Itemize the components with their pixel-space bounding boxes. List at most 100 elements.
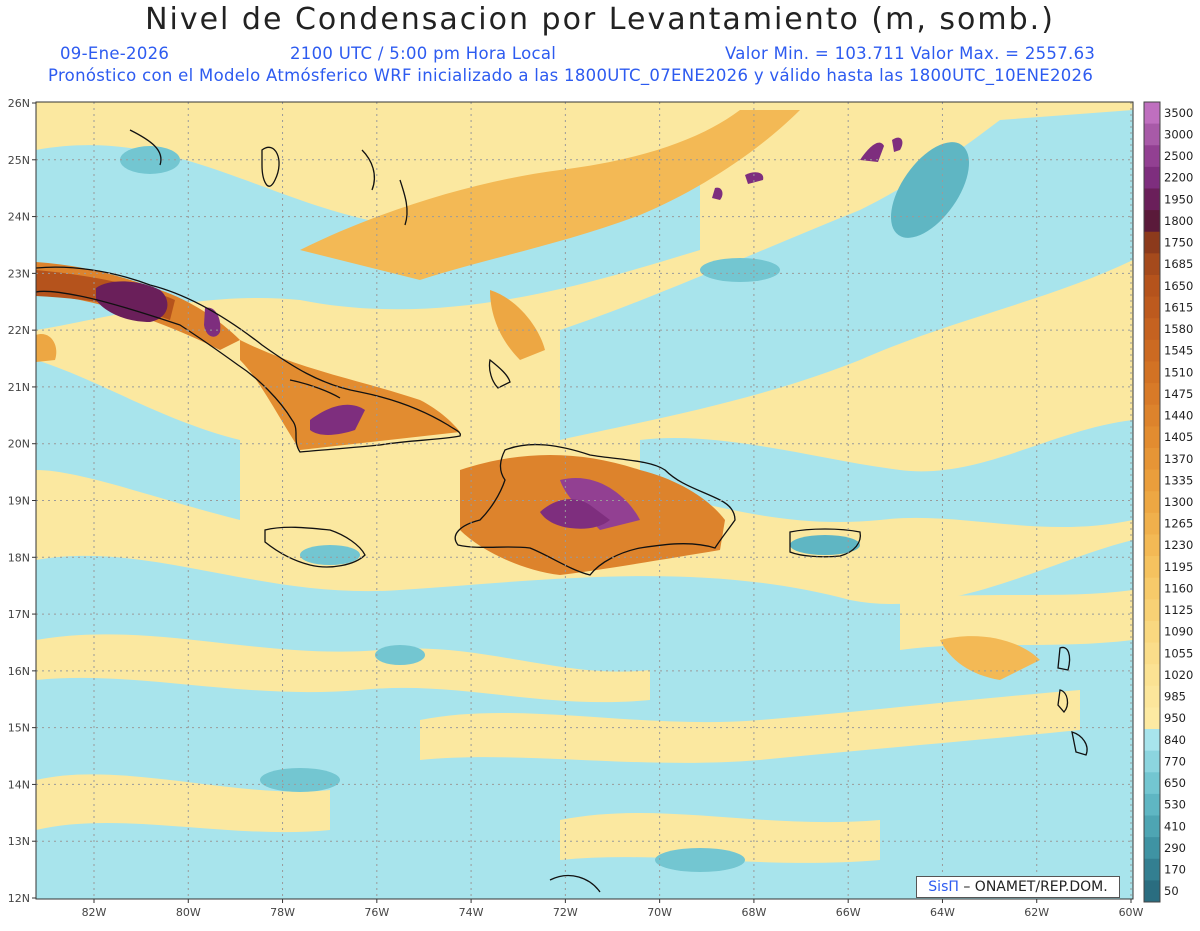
lat-label: 18N [8, 551, 30, 564]
colorbar-label: 1800 [1164, 214, 1193, 228]
colorbar-label: 530 [1164, 798, 1186, 812]
colorbar-label: 1615 [1164, 300, 1193, 314]
lat-label: 17N [8, 608, 30, 621]
colorbar-label: 1195 [1164, 560, 1193, 574]
colorbar-swatch [1144, 858, 1160, 881]
lon-label: 78W [270, 906, 295, 919]
colorbar-swatch [1144, 102, 1160, 125]
colorbar-label: 1475 [1164, 387, 1193, 401]
colorbar-swatch [1144, 599, 1160, 622]
colorbar-label: 1090 [1164, 625, 1193, 639]
colorbar-swatch [1144, 383, 1160, 406]
colorbar-swatch [1144, 210, 1160, 233]
latitude-axis: 26N 25N 24N 23N 22N 21N 20N 19N 18N 17N 16N 15N 14N 1… [8, 97, 36, 905]
lon-label: 64W [930, 906, 955, 919]
colorbar-label: 410 [1164, 819, 1186, 833]
colorbar-label: 1405 [1164, 430, 1193, 444]
lon-label: 66W [836, 906, 861, 919]
colorbar-swatch [1144, 274, 1160, 298]
model-info: Pronóstico con el Modelo Atmósferico WRF… [48, 66, 1094, 85]
colorbar-label: 1160 [1164, 581, 1193, 595]
colorbar-label: 1650 [1164, 279, 1193, 293]
colorbar-label: 290 [1164, 841, 1186, 855]
colorbar-label: 1125 [1164, 603, 1193, 617]
lon-label: 74W [459, 906, 484, 919]
colorbar-swatch [1144, 620, 1160, 644]
colorbar-swatch [1144, 772, 1160, 795]
lon-label: 80W [176, 906, 201, 919]
colorbar-swatch [1144, 664, 1160, 687]
colorbar-label: 1230 [1164, 538, 1193, 552]
colorbar-swatch [1144, 469, 1160, 492]
lat-label: 15N [8, 722, 30, 735]
min-max-values: Valor Min. = 103.711 Valor Max. = 2557.6… [725, 44, 1096, 63]
lat-label: 22N [8, 324, 30, 337]
colorbar-label: 770 [1164, 754, 1186, 768]
sispi-logo: SisΠ [928, 879, 959, 895]
colorbar-label: 170 [1164, 863, 1186, 877]
colorbar-swatch [1144, 145, 1160, 168]
colorbar-swatch [1144, 534, 1160, 557]
colorbar-label: 1685 [1164, 257, 1193, 271]
colorbar-border [1143, 101, 1161, 903]
colorbar-label: 985 [1164, 690, 1186, 704]
forecast-date: 09-Ene-2026 [60, 44, 170, 63]
colorbar-label: 1750 [1164, 236, 1193, 250]
lon-label: 60W [1119, 906, 1144, 919]
colorbar-label: 950 [1164, 711, 1186, 725]
colorbar-label: 1510 [1164, 365, 1193, 379]
forecast-time: 2100 UTC / 5:00 pm Hora Local [290, 44, 557, 63]
colorbar-label: 2500 [1164, 149, 1193, 163]
lon-label: 82W [82, 906, 107, 919]
colorbar-swatch [1144, 837, 1160, 860]
lat-label: 13N [8, 835, 30, 848]
colorbar-swatch [1144, 880, 1160, 903]
colorbar-label: 1440 [1164, 409, 1193, 423]
colorbar-swatch [1144, 318, 1160, 341]
colorbar-swatch [1144, 793, 1160, 817]
lat-label: 23N [8, 267, 30, 280]
colorbar-swatch [1144, 556, 1160, 579]
colorbar-swatch [1144, 253, 1160, 276]
lat-label: 25N [8, 154, 30, 167]
colorbar-swatch [1144, 707, 1160, 730]
colorbar-label: 1265 [1164, 517, 1193, 531]
colorbar-swatch [1144, 361, 1160, 384]
colorbar-label: 2200 [1164, 171, 1193, 185]
colorbar-swatch [1144, 296, 1160, 319]
colorbar-swatch [1144, 188, 1160, 211]
lat-label: 16N [8, 665, 30, 678]
lat-label: 19N [8, 495, 30, 508]
longitude-axis: 82W 80W 78W 76W 74W 72W 70W 68W 66W 64W 62W 60W [82, 899, 1144, 919]
colorbar-label: 1020 [1164, 668, 1193, 682]
lon-label: 70W [647, 906, 672, 919]
colorbar-label: 1055 [1164, 646, 1193, 660]
colorbar-swatch [1144, 231, 1160, 254]
colorbar-swatch [1144, 750, 1160, 773]
lon-label: 76W [364, 906, 389, 919]
colorbar-label: 50 [1164, 884, 1179, 898]
lat-label: 20N [8, 438, 30, 451]
colorbar-label: 1370 [1164, 452, 1193, 466]
lat-label: 14N [8, 778, 30, 791]
colorbar-swatch [1144, 642, 1160, 665]
colorbar-swatch [1144, 815, 1160, 838]
colorbar-swatch [1144, 447, 1160, 471]
colorbar-swatch [1144, 577, 1160, 600]
colorbar-swatch [1144, 729, 1160, 752]
colorbar: 3500 3000 2500 2200 1950 1800 1750 1685 1650 1615… [1143, 101, 1193, 903]
credit-org: – ONAMET/REP.DOM. [963, 879, 1108, 895]
colorbar-swatch [1144, 685, 1160, 708]
colorbar-swatch [1144, 426, 1160, 449]
map-title: Nivel de Condensacion por Levantamiento … [145, 2, 1055, 37]
colorbar-label: 1950 [1164, 192, 1193, 206]
colorbar-label: 3500 [1164, 106, 1193, 120]
lcl-field [36, 102, 1133, 899]
lat-label: 21N [8, 381, 30, 394]
colorbar-swatch [1144, 166, 1160, 189]
colorbar-swatch [1144, 404, 1160, 427]
lat-label: 24N [8, 211, 30, 224]
colorbar-label: 650 [1164, 776, 1186, 790]
lat-label: 26N [8, 97, 30, 110]
